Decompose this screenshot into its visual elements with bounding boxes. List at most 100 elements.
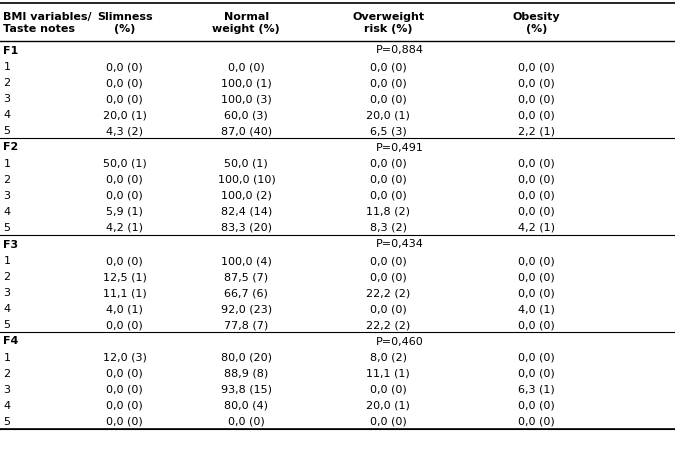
Text: 0,0 (0): 0,0 (0): [107, 174, 143, 185]
Text: 4: 4: [3, 110, 11, 120]
Text: 80,0 (4): 80,0 (4): [224, 400, 269, 410]
Text: 0,0 (0): 0,0 (0): [518, 110, 555, 120]
Text: 0,0 (0): 0,0 (0): [228, 62, 265, 72]
Text: 0,0 (0): 0,0 (0): [370, 303, 406, 313]
Text: 0,0 (0): 0,0 (0): [370, 78, 406, 88]
Text: 82,4 (14): 82,4 (14): [221, 207, 272, 217]
Text: 0,0 (0): 0,0 (0): [370, 416, 406, 426]
Text: 2: 2: [3, 174, 11, 185]
Text: 12,0 (3): 12,0 (3): [103, 352, 147, 362]
Text: 0,0 (0): 0,0 (0): [518, 319, 555, 329]
Text: 0,0 (0): 0,0 (0): [518, 174, 555, 185]
Text: 0,0 (0): 0,0 (0): [107, 319, 143, 329]
Text: 11,1 (1): 11,1 (1): [367, 368, 410, 378]
Text: 3: 3: [3, 190, 10, 201]
Text: P=0,884: P=0,884: [376, 45, 424, 56]
Text: 0,0 (0): 0,0 (0): [107, 94, 143, 104]
Text: 5,9 (1): 5,9 (1): [107, 207, 143, 217]
Text: 0,0 (0): 0,0 (0): [370, 94, 406, 104]
Text: F3: F3: [3, 239, 18, 249]
Text: 87,5 (7): 87,5 (7): [224, 271, 269, 281]
Text: 2: 2: [3, 368, 11, 378]
Text: 5: 5: [3, 126, 10, 136]
Text: 0,0 (0): 0,0 (0): [518, 416, 555, 426]
Text: P=0,491: P=0,491: [376, 142, 424, 152]
Text: 20,0 (1): 20,0 (1): [366, 400, 410, 410]
Text: 22,2 (2): 22,2 (2): [366, 287, 410, 297]
Text: 12,5 (1): 12,5 (1): [103, 271, 147, 281]
Text: 6,3 (1): 6,3 (1): [518, 384, 555, 394]
Text: 0,0 (0): 0,0 (0): [370, 62, 406, 72]
Text: 0,0 (0): 0,0 (0): [370, 384, 406, 394]
Text: 11,1 (1): 11,1 (1): [103, 287, 146, 297]
Text: F2: F2: [3, 142, 19, 152]
Text: 1: 1: [3, 159, 10, 168]
Text: 60,0 (3): 60,0 (3): [225, 110, 268, 120]
Text: 0,0 (0): 0,0 (0): [518, 352, 555, 362]
Text: 93,8 (15): 93,8 (15): [221, 384, 272, 394]
Text: 66,7 (6): 66,7 (6): [224, 287, 268, 297]
Text: 100,0 (3): 100,0 (3): [221, 94, 272, 104]
Text: 0,0 (0): 0,0 (0): [518, 62, 555, 72]
Text: 4,3 (2): 4,3 (2): [107, 126, 143, 136]
Text: 0,0 (0): 0,0 (0): [518, 207, 555, 217]
Text: 2: 2: [3, 271, 11, 281]
Text: Overweight
risk (%): Overweight risk (%): [352, 12, 424, 34]
Text: 20,0 (1): 20,0 (1): [366, 110, 410, 120]
Text: 100,0 (10): 100,0 (10): [217, 174, 275, 185]
Text: P=0,434: P=0,434: [376, 239, 424, 249]
Text: 20,0 (1): 20,0 (1): [103, 110, 147, 120]
Text: 0,0 (0): 0,0 (0): [518, 94, 555, 104]
Text: 50,0 (1): 50,0 (1): [103, 159, 146, 168]
Text: 92,0 (23): 92,0 (23): [221, 303, 272, 313]
Text: 5: 5: [3, 416, 10, 426]
Text: 2: 2: [3, 78, 11, 88]
Text: 3: 3: [3, 94, 10, 104]
Text: 4: 4: [3, 400, 11, 410]
Text: BMI variables/
Taste notes: BMI variables/ Taste notes: [3, 12, 92, 34]
Text: Slimness
(%): Slimness (%): [97, 12, 153, 34]
Text: 0,0 (0): 0,0 (0): [228, 416, 265, 426]
Text: 0,0 (0): 0,0 (0): [107, 190, 143, 201]
Text: 0,0 (0): 0,0 (0): [518, 256, 555, 265]
Text: 1: 1: [3, 62, 10, 72]
Text: 4,2 (1): 4,2 (1): [518, 223, 555, 233]
Text: 3: 3: [3, 384, 10, 394]
Text: F4: F4: [3, 336, 19, 346]
Text: 5: 5: [3, 319, 10, 329]
Text: 0,0 (0): 0,0 (0): [518, 400, 555, 410]
Text: 2,2 (1): 2,2 (1): [518, 126, 555, 136]
Text: 4,2 (1): 4,2 (1): [107, 223, 143, 233]
Text: Normal
weight (%): Normal weight (%): [213, 12, 280, 34]
Text: 77,8 (7): 77,8 (7): [224, 319, 269, 329]
Text: 5: 5: [3, 223, 10, 233]
Text: 0,0 (0): 0,0 (0): [518, 190, 555, 201]
Text: 0,0 (0): 0,0 (0): [370, 190, 406, 201]
Text: 8,3 (2): 8,3 (2): [370, 223, 406, 233]
Text: 83,3 (20): 83,3 (20): [221, 223, 272, 233]
Text: 0,0 (0): 0,0 (0): [107, 400, 143, 410]
Text: 8,0 (2): 8,0 (2): [370, 352, 406, 362]
Text: 0,0 (0): 0,0 (0): [107, 256, 143, 265]
Text: 0,0 (0): 0,0 (0): [370, 256, 406, 265]
Text: 100,0 (4): 100,0 (4): [221, 256, 272, 265]
Text: 87,0 (40): 87,0 (40): [221, 126, 272, 136]
Text: 0,0 (0): 0,0 (0): [518, 287, 555, 297]
Text: 11,8 (2): 11,8 (2): [366, 207, 410, 217]
Text: 6,5 (3): 6,5 (3): [370, 126, 406, 136]
Text: 4,0 (1): 4,0 (1): [107, 303, 143, 313]
Text: 0,0 (0): 0,0 (0): [518, 78, 555, 88]
Text: 0,0 (0): 0,0 (0): [107, 384, 143, 394]
Text: P=0,460: P=0,460: [376, 336, 424, 346]
Text: 22,2 (2): 22,2 (2): [366, 319, 410, 329]
Text: 0,0 (0): 0,0 (0): [107, 62, 143, 72]
Text: 4: 4: [3, 207, 11, 217]
Text: 0,0 (0): 0,0 (0): [107, 416, 143, 426]
Text: 1: 1: [3, 256, 10, 265]
Text: 4: 4: [3, 303, 11, 313]
Text: Obesity
(%): Obesity (%): [513, 12, 560, 34]
Text: 0,0 (0): 0,0 (0): [107, 368, 143, 378]
Text: 50,0 (1): 50,0 (1): [225, 159, 268, 168]
Text: 0,0 (0): 0,0 (0): [370, 174, 406, 185]
Text: 88,9 (8): 88,9 (8): [224, 368, 269, 378]
